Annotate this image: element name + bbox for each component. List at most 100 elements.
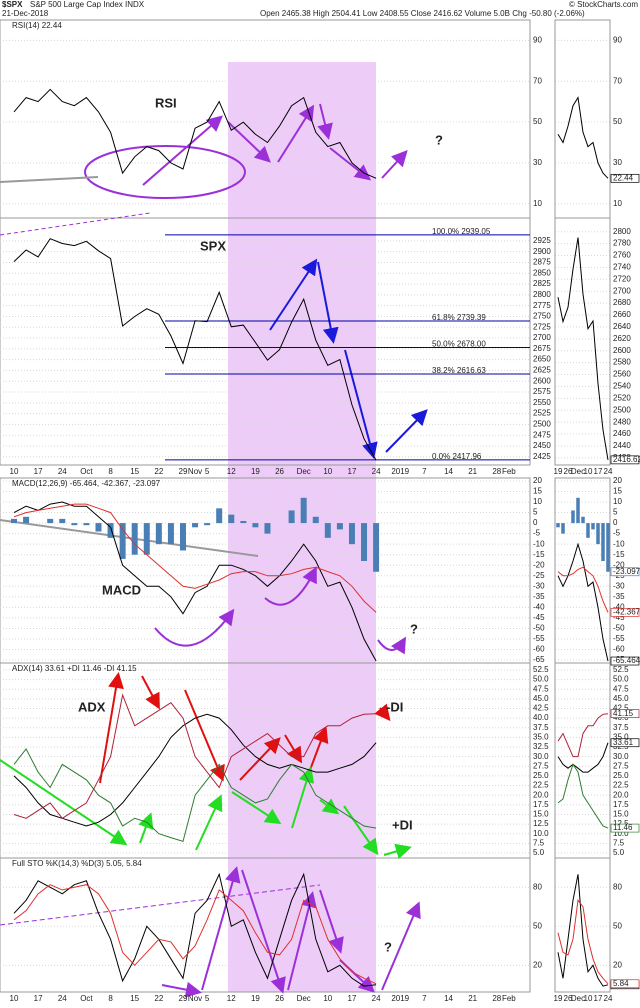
y-tick-label: 2900 — [533, 247, 551, 256]
mini-y-tick-label: 2680 — [613, 298, 631, 307]
y-tick-label: 47.5 — [533, 684, 549, 693]
mini-x-tick-label: 10 — [584, 467, 593, 476]
y-tick-label: 22.5 — [533, 781, 549, 790]
histogram-bar — [300, 497, 307, 524]
y-tick-label: -40 — [533, 602, 545, 611]
mini-y-tick-label: -30 — [613, 581, 625, 590]
mini-y-tick-label: 80 — [613, 882, 622, 891]
mini-line-series — [557, 899, 609, 985]
mini-panel-frame — [554, 477, 611, 664]
mini-y-tick-label: 20 — [613, 476, 622, 485]
mini-histogram-bar — [596, 523, 600, 545]
mini-panel-frame — [554, 857, 611, 993]
x-tick-label: 19 — [251, 467, 260, 476]
last-value-label: -42.367 — [613, 607, 640, 616]
last-value-label: 11.46 — [613, 823, 633, 832]
y-tick-label: 80 — [533, 882, 542, 891]
annotation: ? — [435, 132, 443, 147]
mini-y-tick-label: 2640 — [613, 322, 631, 331]
mini-y-tick-label: 2660 — [613, 310, 631, 319]
x-tick-label: 7 — [422, 467, 427, 476]
panel-frame — [0, 857, 531, 993]
panel-title: MACD(12,26,9) -65.464, -42.367, -23.097 — [12, 479, 161, 488]
mini-y-tick-label: 2620 — [613, 334, 631, 343]
x-tick-label: Dec — [297, 994, 311, 1003]
histogram-bar — [252, 523, 259, 528]
mini-x-tick-label: 10 — [584, 994, 593, 1003]
panel-frame — [0, 217, 531, 466]
histogram-bar — [23, 516, 30, 524]
x-tick-label: 21 — [468, 467, 477, 476]
mini-y-tick-label: 10.0 — [613, 829, 629, 838]
panel-title: RSI(14) 22.44 — [12, 21, 62, 30]
mini-panel-frame — [554, 19, 611, 219]
histogram-bar — [11, 518, 17, 524]
last-value-box — [610, 608, 640, 617]
mini-line-series — [557, 566, 609, 613]
x-tick-label: 5 — [205, 994, 210, 1003]
last-value-box — [610, 455, 640, 465]
mini-y-tick-label: 35.0 — [613, 732, 629, 741]
annotation: SPX — [200, 238, 226, 253]
x-tick-label: 14 — [444, 994, 453, 1003]
mini-y-tick-label: 52.5 — [613, 665, 629, 674]
x-tick-label: 10 — [323, 467, 332, 476]
y-tick-label: 2875 — [533, 258, 551, 267]
mini-y-tick-label: 20 — [613, 960, 622, 969]
mini-histogram-bar — [556, 523, 560, 528]
mini-histogram-bar — [576, 497, 580, 524]
mini-x-tick-label: 17 — [594, 994, 603, 1003]
y-tick-label: 2850 — [533, 268, 551, 277]
histogram-bar — [47, 518, 54, 524]
y-tick-label: 5.0 — [533, 848, 545, 857]
x-tick-label: 26 — [275, 994, 284, 1003]
mini-y-tick-label: 5 — [613, 508, 618, 517]
mini-line-series — [557, 237, 609, 460]
mini-y-tick-label: 10 — [613, 199, 622, 208]
panel-title: ADX(14) 33.61 +DI 11.46 -DI 41.15 — [12, 664, 137, 673]
last-value-label: -23.097 — [613, 567, 640, 576]
mini-x-tick-label: 17 — [594, 467, 603, 476]
mini-histogram-bar — [571, 510, 575, 524]
last-value-box — [610, 173, 640, 183]
mini-y-tick-label: -20 — [613, 560, 625, 569]
x-tick-label: 2019 — [391, 994, 409, 1003]
y-tick-label: -35 — [533, 592, 545, 601]
y-tick-label: -10 — [533, 539, 545, 548]
y-tick-label: 45.0 — [533, 694, 549, 703]
y-tick-label: 2675 — [533, 344, 551, 353]
y-tick-label: 2775 — [533, 301, 551, 310]
mini-line-series — [557, 763, 609, 829]
mini-histogram-bar — [561, 523, 565, 534]
y-tick-label: 0 — [533, 518, 538, 527]
x-tick-label: Feb — [502, 467, 516, 476]
annotation: ADX — [78, 699, 106, 714]
fib-label: 61.8% 2739.39 — [432, 313, 486, 322]
y-tick-label: 40.0 — [533, 713, 549, 722]
mini-y-tick-label: 50.0 — [613, 675, 629, 684]
fib-label: 38.2% 2616.63 — [432, 366, 486, 375]
mini-y-tick-label: -45 — [613, 613, 625, 622]
histogram-bar — [167, 523, 174, 545]
x-tick-label: 12 — [227, 994, 236, 1003]
mini-x-tick-label: 19 — [554, 994, 563, 1003]
x-tick-label: 24 — [58, 994, 67, 1003]
panel-title: Full STO %K(14,3) %D(3) 5.05, 5.84 — [12, 859, 142, 868]
mini-y-tick-label: 2700 — [613, 286, 631, 295]
last-value-label: 2416.62 — [613, 455, 640, 464]
mini-y-tick-label: 20.0 — [613, 790, 629, 799]
histogram-bar — [348, 523, 355, 545]
mini-y-tick-label: 50 — [613, 117, 622, 126]
mini-y-tick-label: 90 — [613, 36, 622, 45]
x-tick-label: 22 — [154, 467, 163, 476]
histogram-bar — [228, 514, 235, 524]
line-series — [13, 88, 377, 179]
y-tick-label: 52.5 — [533, 665, 549, 674]
y-tick-label: -15 — [533, 550, 545, 559]
x-tick-label: 19 — [251, 994, 260, 1003]
fib-label: 0.0% 2417.96 — [432, 452, 482, 461]
mini-y-tick-label: 47.5 — [613, 684, 629, 693]
mini-y-tick-label: 2520 — [613, 393, 631, 402]
last-value-label: 33.61 — [613, 738, 634, 747]
